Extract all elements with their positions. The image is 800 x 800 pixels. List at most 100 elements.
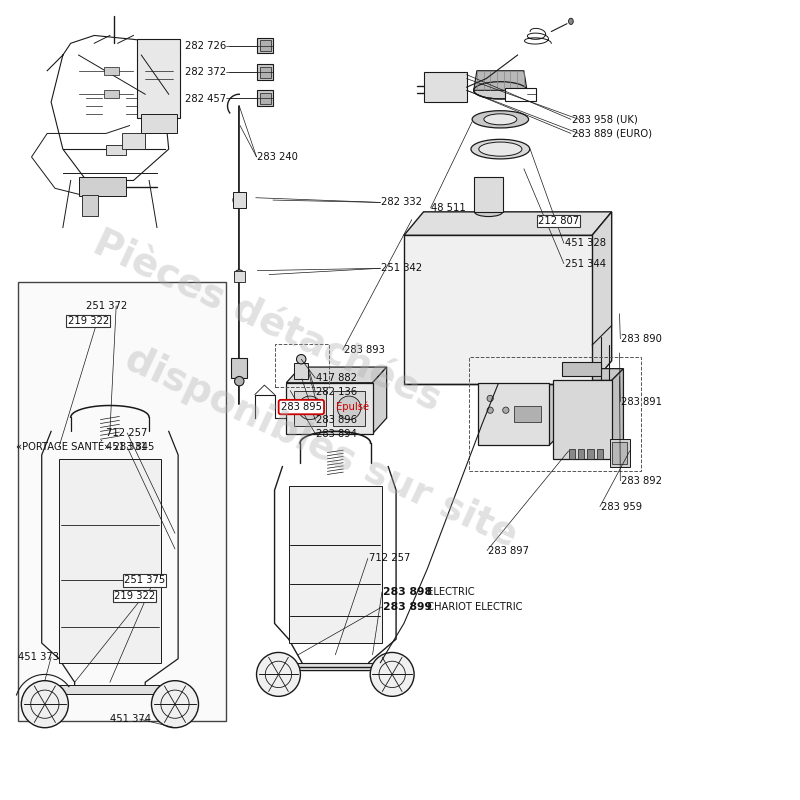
Ellipse shape <box>472 110 529 128</box>
Bar <box>234 270 245 282</box>
Bar <box>562 362 602 377</box>
Polygon shape <box>404 212 612 235</box>
Ellipse shape <box>471 139 530 159</box>
Circle shape <box>151 681 198 728</box>
Bar <box>404 235 592 384</box>
Bar <box>106 146 126 154</box>
Bar <box>514 406 541 422</box>
Text: 282 136: 282 136 <box>316 387 358 397</box>
Circle shape <box>234 377 244 386</box>
Text: 283 898: 283 898 <box>382 587 432 597</box>
Ellipse shape <box>478 142 522 156</box>
Text: 251 342: 251 342 <box>381 263 422 274</box>
Text: 251 344: 251 344 <box>565 258 606 269</box>
Bar <box>122 134 146 149</box>
Polygon shape <box>373 367 386 434</box>
Polygon shape <box>286 367 386 382</box>
Polygon shape <box>474 70 527 90</box>
Text: 283 894: 283 894 <box>316 429 357 438</box>
Text: 282 332: 282 332 <box>381 198 422 207</box>
Bar <box>270 662 396 670</box>
Text: 282 457: 282 457 <box>185 94 226 104</box>
Text: 451 328: 451 328 <box>565 238 606 248</box>
Bar <box>258 65 273 80</box>
Text: 283 896: 283 896 <box>316 415 357 426</box>
Ellipse shape <box>569 18 574 25</box>
Bar <box>474 177 502 212</box>
Bar <box>334 390 365 426</box>
Text: 283 889 (EURO): 283 889 (EURO) <box>573 129 653 138</box>
Text: 251 375: 251 375 <box>124 575 166 586</box>
Text: 283 895: 283 895 <box>281 402 322 412</box>
Bar <box>578 450 584 459</box>
Text: 283 899: 283 899 <box>382 602 432 612</box>
Bar <box>294 390 326 426</box>
Bar <box>286 382 373 434</box>
Bar <box>59 458 161 662</box>
Text: 283 240: 283 240 <box>258 152 298 162</box>
Bar <box>231 358 247 378</box>
Text: Pièces détachées: Pièces détachées <box>86 224 446 419</box>
Text: 451 373: 451 373 <box>18 652 59 662</box>
Circle shape <box>298 396 322 419</box>
Bar <box>553 380 612 459</box>
Text: 283 891: 283 891 <box>621 397 662 406</box>
Circle shape <box>487 407 494 414</box>
Text: 451 331: 451 331 <box>106 442 147 452</box>
Bar <box>142 114 177 134</box>
Bar <box>469 357 642 470</box>
Text: 251 372: 251 372 <box>86 301 128 311</box>
Text: 417 882: 417 882 <box>316 373 357 383</box>
Bar <box>260 66 270 78</box>
Text: 48 511: 48 511 <box>431 203 466 213</box>
Text: 283 958 (UK): 283 958 (UK) <box>573 114 638 124</box>
Bar <box>613 442 627 464</box>
Circle shape <box>22 681 68 728</box>
Ellipse shape <box>474 82 527 99</box>
Bar <box>423 72 466 102</box>
Polygon shape <box>592 212 612 384</box>
Text: 283 897: 283 897 <box>488 546 529 555</box>
Circle shape <box>502 407 509 414</box>
Ellipse shape <box>474 207 502 217</box>
Text: disponibles sur site: disponibles sur site <box>119 339 524 554</box>
Bar <box>82 195 98 216</box>
Polygon shape <box>612 369 623 459</box>
Text: Epulsé: Epulsé <box>336 402 369 412</box>
Text: 282 726: 282 726 <box>185 41 226 50</box>
Bar <box>138 39 181 118</box>
Bar <box>289 486 382 643</box>
Bar <box>478 382 549 446</box>
Text: 712 257: 712 257 <box>106 428 147 438</box>
Text: 282 372: 282 372 <box>185 67 226 78</box>
Circle shape <box>338 396 361 419</box>
Text: 219 322: 219 322 <box>67 316 109 326</box>
Bar <box>105 90 118 98</box>
Bar <box>587 450 594 459</box>
Text: 219 322: 219 322 <box>114 591 155 601</box>
Bar <box>505 88 537 101</box>
Bar <box>78 177 126 196</box>
Text: CHARIOT ELECTRIC: CHARIOT ELECTRIC <box>423 602 522 612</box>
Bar <box>105 66 118 74</box>
Bar <box>569 450 575 459</box>
Ellipse shape <box>484 114 517 125</box>
Bar <box>274 343 330 386</box>
Bar <box>37 685 178 694</box>
Text: 283 890: 283 890 <box>621 334 662 344</box>
Bar <box>18 282 226 722</box>
Text: 712 257: 712 257 <box>369 554 410 563</box>
Circle shape <box>257 653 301 696</box>
Bar <box>610 439 630 466</box>
Circle shape <box>234 270 244 279</box>
Circle shape <box>487 395 494 402</box>
Text: «PORTAGE SANTÉ» 283 845: «PORTAGE SANTÉ» 283 845 <box>16 442 154 452</box>
Circle shape <box>370 653 414 696</box>
Polygon shape <box>549 367 565 446</box>
Text: 283 893: 283 893 <box>343 345 385 355</box>
Text: 283 959: 283 959 <box>601 502 642 512</box>
Circle shape <box>233 194 246 206</box>
Bar <box>258 90 273 106</box>
Bar <box>258 38 273 54</box>
Polygon shape <box>553 369 623 380</box>
